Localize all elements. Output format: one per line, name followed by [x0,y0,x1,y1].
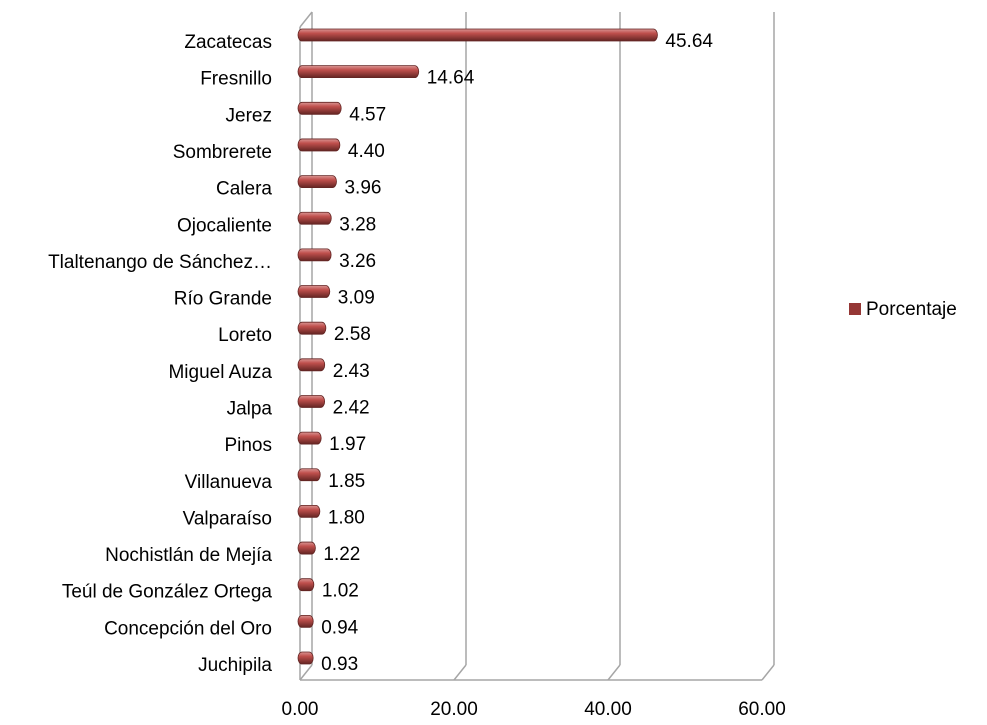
y-tick-label: Villanueva [185,472,273,493]
y-tick-label: Fresnillo [200,69,272,90]
data-label: 0.94 [321,617,358,638]
data-label: 3.26 [339,251,376,272]
y-tick-label: Juchipila [198,655,272,676]
grid-line [299,664,313,681]
data-label: 3.96 [344,178,381,199]
data-label: 4.40 [348,141,385,162]
y-tick-label: Nochistlán de Mejía [105,545,272,566]
bar [297,431,322,445]
data-label: 1.85 [328,471,365,492]
data-label: 2.58 [334,324,371,345]
bar [297,65,420,79]
data-label: 4.57 [349,104,386,125]
bar [297,175,337,188]
y-tick-label: Calera [216,179,272,200]
bar [297,285,331,298]
data-label: 3.28 [339,214,376,235]
x-tick-label: 0.00 [282,699,319,720]
data-label: 14.64 [427,68,475,89]
data-label: 1.80 [328,507,365,528]
data-label: 1.22 [323,544,360,565]
bar [297,321,327,335]
data-label: 2.43 [333,361,370,382]
bar [297,505,321,518]
y-tick-label: Sombrerete [173,142,272,163]
bar [297,541,316,555]
bar [297,28,658,42]
bar [297,578,315,592]
data-label: 2.42 [333,397,370,418]
axis-line [299,11,313,28]
x-tick-label: 60.00 [738,699,786,720]
y-tick-label: Miguel Auza [168,362,272,383]
data-label: 3.09 [338,288,375,309]
y-tick-label: Ojocaliente [177,215,272,236]
legend-swatch [849,303,861,315]
y-tick-label: Jalpa [227,398,273,419]
bar [297,248,332,262]
y-tick-label: Tlaltenango de Sánchez… [48,252,272,273]
y-tick-label: Concepción del Oro [104,618,272,639]
y-tick-label: Valparaíso [183,508,272,529]
y-tick-label: Teúl de González Ortega [62,582,273,603]
grid-line [607,664,621,681]
bar [297,101,342,115]
grid-line [761,664,775,681]
y-tick-label: Loreto [218,325,272,346]
bar [297,358,326,372]
bar [297,651,314,665]
bar [297,614,314,628]
data-label: 1.97 [329,434,366,455]
grid-line [453,664,467,681]
data-label: 1.02 [322,581,359,602]
legend-label: Porcentaje [866,299,957,320]
bar [297,138,341,152]
x-tick-label: 40.00 [584,699,632,720]
data-label: 45.64 [665,31,713,52]
y-tick-label: Pinos [224,435,272,456]
y-tick-label: Zacatecas [184,32,272,53]
bar [297,211,332,225]
bar [297,468,321,482]
y-tick-label: Jerez [226,105,272,126]
bar [297,395,326,408]
x-tick-label: 20.00 [430,699,478,720]
data-label: 0.93 [321,654,358,675]
y-tick-label: Río Grande [174,289,272,310]
